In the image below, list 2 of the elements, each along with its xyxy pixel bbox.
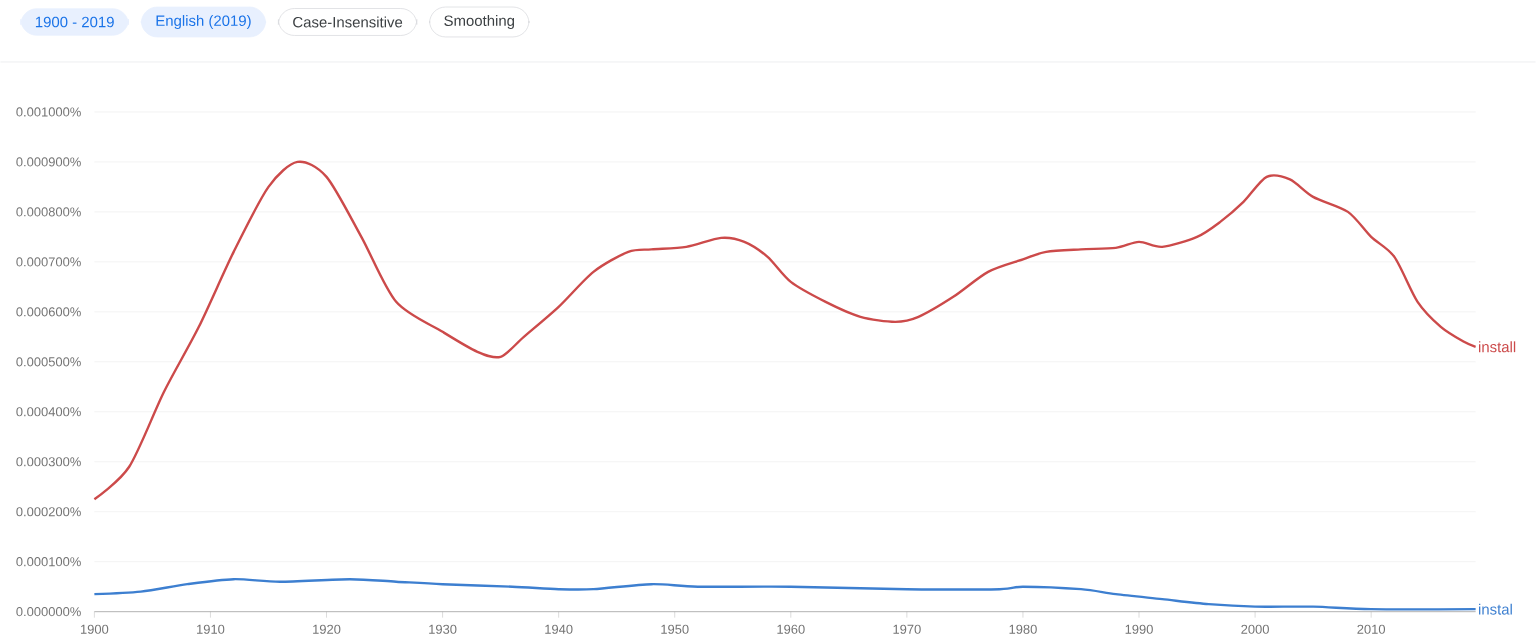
line-series <box>93 160 1477 501</box>
line-series <box>93 577 1477 611</box>
